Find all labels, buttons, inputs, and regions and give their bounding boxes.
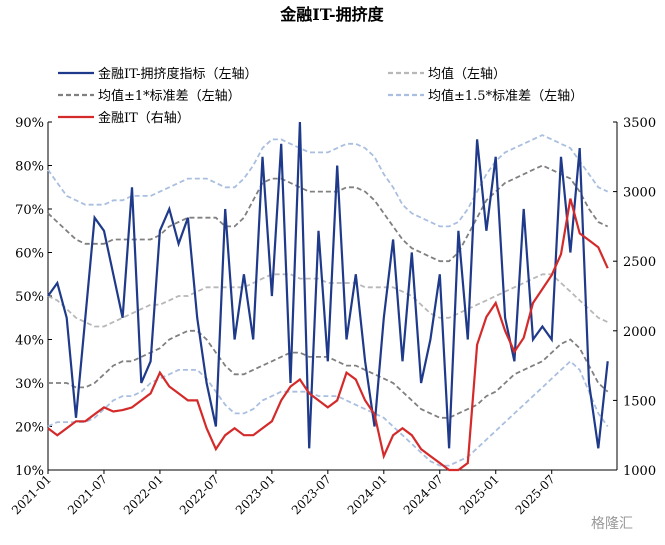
series-line (47, 134, 609, 228)
y2-tick-label: 2500 (623, 255, 656, 270)
x-tick-label: 2023-01 (233, 472, 278, 517)
y2-tick-label: 1500 (623, 394, 656, 409)
y2-tick-label: 1000 (623, 464, 656, 479)
x-tick-label: 2023-07 (289, 472, 334, 517)
x-tick-label: 2024-01 (345, 472, 390, 517)
y-tick-label: 50% (15, 290, 44, 305)
y-tick-label: 30% (15, 377, 44, 392)
y-tick-label: 80% (15, 160, 44, 175)
legend-label: 金融IT-拥挤度指标（左轴） (98, 66, 258, 82)
y2-tick-label: 2000 (623, 325, 656, 340)
legend-label: 均值±1*标准差（左轴） (98, 88, 241, 104)
y-tick-label: 60% (15, 247, 44, 262)
legend-label: 均值（左轴） (428, 66, 506, 82)
series-line (47, 273, 609, 328)
y-tick-label: 20% (15, 421, 44, 436)
x-tick-label: 2022-07 (177, 472, 222, 517)
series-line (47, 164, 609, 263)
x-tick-label: 2024-07 (401, 472, 446, 517)
x-tick-label: 2025-07 (513, 472, 558, 517)
y-tick-label: 10% (15, 464, 44, 479)
y2-tick-label: 3500 (623, 116, 656, 131)
x-tick-label: 2025-01 (457, 472, 502, 517)
y-tick-label: 40% (15, 334, 44, 349)
series-line (47, 121, 609, 449)
watermark: 格隆汇 (591, 516, 633, 532)
series-line (47, 198, 609, 472)
x-tick-label: 2021-07 (65, 472, 110, 517)
legend-label: 金融IT（右轴） (98, 110, 190, 126)
y-tick-label: 70% (15, 203, 44, 218)
legend-label: 均值±1.5*标准差（左轴） (428, 88, 583, 104)
x-tick-label: 2022-01 (121, 472, 166, 517)
chart-title: 金融IT-拥挤度 (279, 5, 384, 24)
series-line (47, 360, 609, 467)
y-tick-label: 90% (15, 116, 44, 131)
y2-tick-label: 3000 (623, 186, 656, 201)
